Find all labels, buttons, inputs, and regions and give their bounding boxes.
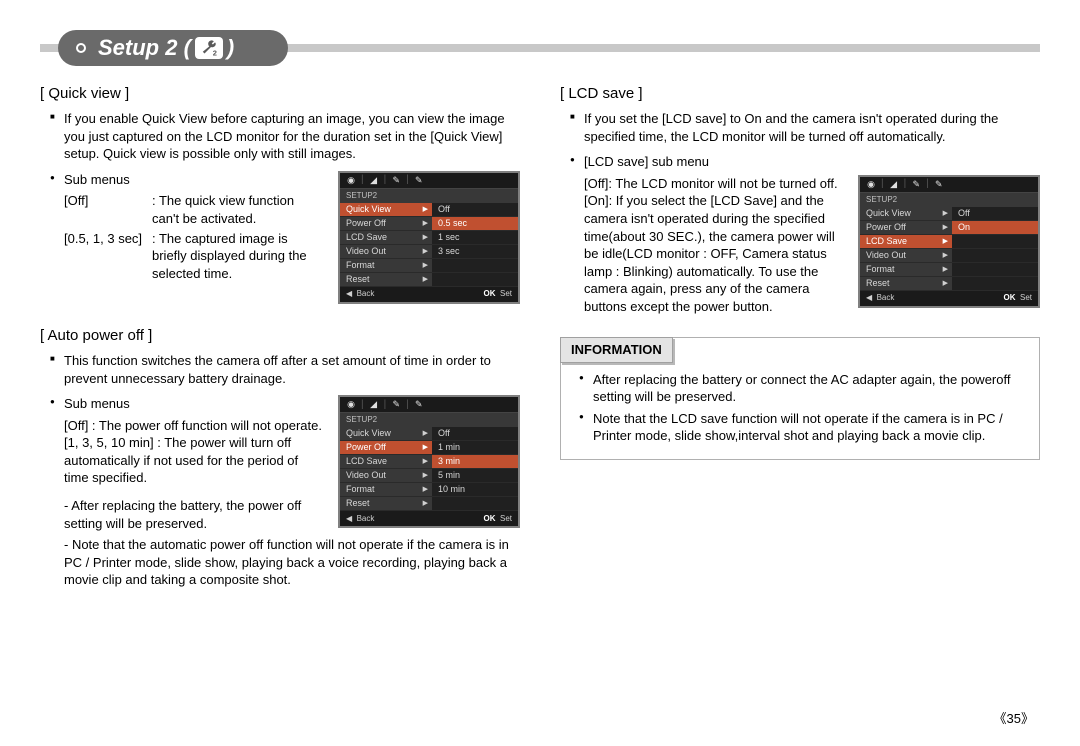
left-column: [ Quick view ] If you enable Quick View … (40, 84, 520, 611)
lcd-option-item: Off (952, 207, 1038, 221)
section-quick-view: [ Quick view ] If you enable Quick View … (40, 84, 520, 304)
information-title: INFORMATION (560, 337, 673, 363)
info-b2: Note that the LCD save function will not… (579, 410, 1025, 445)
section-auto-power-off: [ Auto power off ] This function switche… (40, 326, 520, 589)
lcd-menu-item: Video Out▶ (340, 245, 432, 259)
page-header: Setup 2 ( 2 ) (40, 30, 1040, 66)
lcd-heading: SETUP2 (340, 413, 518, 427)
lcd-menu-item: LCD Save▶ (340, 231, 432, 245)
header-title-prefix: Setup 2 ( (98, 33, 191, 63)
lcd-option-item: 1 sec (432, 231, 518, 245)
lcd-save-title: [ LCD save ] (560, 84, 1040, 104)
lcdsave-off: [Off]: The LCD monitor will not be turne… (584, 175, 844, 193)
camera-icon: ◉ (864, 178, 878, 190)
lcd-option-item (952, 235, 1038, 249)
lcd-quick-view: ◉|◢|✎|✎SETUP2Quick View▶Power Off▶LCD Sa… (338, 171, 520, 304)
lcd-option-item (952, 249, 1038, 263)
auto-power-title: [ Auto power off ] (40, 326, 520, 346)
info-b1: After replacing the battery or connect t… (579, 371, 1025, 406)
lcd-menu-item: LCD Save▶ (860, 235, 952, 249)
auto-power-sub-label: Sub menus (50, 395, 324, 413)
page-number: 《35》 (994, 710, 1034, 728)
lcd-menu-item: Power Off▶ (340, 217, 432, 231)
lcd-auto-power: ◉|◢|✎|✎SETUP2Quick View▶Power Off▶LCD Sa… (338, 395, 520, 528)
lcd-option-item: 10 min (432, 483, 518, 497)
lcd-menu-item: Format▶ (340, 259, 432, 273)
lcd-menu-item: Video Out▶ (340, 469, 432, 483)
ap-note1: - After replacing the battery, the power… (64, 497, 324, 532)
lcd-option-item (952, 277, 1038, 291)
lcd-footer: ◀ BackOK Set (340, 287, 518, 302)
qv-def2-key: [0.5, 1, 3 sec] (64, 230, 152, 283)
lcd-option-item (432, 497, 518, 511)
lcd-menu-item: Quick View▶ (340, 203, 432, 217)
lcd-option-item (432, 273, 518, 287)
svg-text:2: 2 (213, 49, 217, 58)
lcd-menu-item: Reset▶ (340, 273, 432, 287)
lcd-option-item: Off (432, 427, 518, 441)
lcd-menu-item: LCD Save▶ (340, 455, 432, 469)
wrench1-icon: ✎ (389, 174, 403, 186)
qv-def1-val: : The quick view function can't be activ… (152, 192, 324, 227)
lcdsave-on: [On]: If you select the [LCD Save] and t… (584, 192, 844, 315)
lcd-tabs: ◉|◢|✎|✎ (860, 177, 1038, 193)
wrench1-icon: ✎ (389, 399, 403, 411)
lcd-heading: SETUP2 (860, 193, 1038, 207)
lcd-menu-item: Quick View▶ (340, 427, 432, 441)
lcd-option-item: On (952, 221, 1038, 235)
lcd-menu-item: Power Off▶ (340, 441, 432, 455)
right-column: [ LCD save ] If you set the [LCD save] t… (560, 84, 1040, 611)
quick-view-title: [ Quick view ] (40, 84, 520, 104)
lcd-menu-item: Reset▶ (340, 497, 432, 511)
wrench2-icon: ✎ (412, 174, 426, 186)
wrench2-icon: ✎ (412, 399, 426, 411)
section-lcd-save: [ LCD save ] If you set the [LCD save] t… (560, 84, 1040, 315)
sound-icon: ◢ (367, 399, 381, 411)
wrench1-icon: ✎ (909, 178, 923, 190)
lcd-footer: ◀ BackOK Set (340, 511, 518, 526)
ap-def2: [1, 3, 5, 10 min] : The power will turn … (64, 434, 324, 487)
sound-icon: ◢ (887, 178, 901, 190)
wrench2-icon: ✎ (932, 178, 946, 190)
lcd-option-item: Off (432, 203, 518, 217)
lcd-save-para: If you set the [LCD save] to On and the … (570, 110, 1040, 145)
lcd-option-item (432, 259, 518, 273)
ap-note2: - Note that the automatic power off func… (64, 536, 520, 589)
lcd-option-item: 3 min (432, 455, 518, 469)
lcd-lcdsave: ◉|◢|✎|✎SETUP2Quick View▶Power Off▶LCD Sa… (858, 175, 1040, 308)
lcd-option-item: 5 min (432, 469, 518, 483)
columns: [ Quick view ] If you enable Quick View … (40, 84, 1040, 611)
lcd-menu-item: Power Off▶ (860, 221, 952, 235)
quick-view-sub-label: Sub menus (50, 171, 324, 189)
sound-icon: ◢ (367, 174, 381, 186)
lcd-option-item: 1 min (432, 441, 518, 455)
information-box: INFORMATION After replacing the battery … (560, 337, 1040, 460)
qv-def1-key: [Off] (64, 192, 152, 227)
lcd-menu-item: Quick View▶ (860, 207, 952, 221)
auto-power-para: This function switches the camera off af… (50, 352, 520, 387)
lcd-menu-item: Format▶ (340, 483, 432, 497)
lcd-option-item: 3 sec (432, 245, 518, 259)
lcd-option-item: 0.5 sec (432, 217, 518, 231)
ap-def1: [Off] : The power off function will not … (64, 417, 324, 435)
lcd-menu-item: Format▶ (860, 263, 952, 277)
camera-icon: ◉ (344, 174, 358, 186)
lcd-menu-item: Reset▶ (860, 277, 952, 291)
lcd-footer: ◀ BackOK Set (860, 291, 1038, 306)
header-title-suffix: ) (227, 33, 234, 63)
header-dot-icon (76, 43, 86, 53)
quick-view-para: If you enable Quick View before capturin… (50, 110, 520, 163)
lcd-tabs: ◉|◢|✎|✎ (340, 397, 518, 413)
lcd-option-item (952, 263, 1038, 277)
header-pill: Setup 2 ( 2 ) (58, 30, 288, 66)
lcd-menu-item: Video Out▶ (860, 249, 952, 263)
wrench-icon: 2 (195, 37, 223, 59)
lcd-tabs: ◉|◢|✎|✎ (340, 173, 518, 189)
lcd-heading: SETUP2 (340, 189, 518, 203)
qv-def2-val: : The captured image is briefly displaye… (152, 230, 324, 283)
camera-icon: ◉ (344, 399, 358, 411)
lcd-save-sub-label: [LCD save] sub menu (570, 153, 1040, 171)
